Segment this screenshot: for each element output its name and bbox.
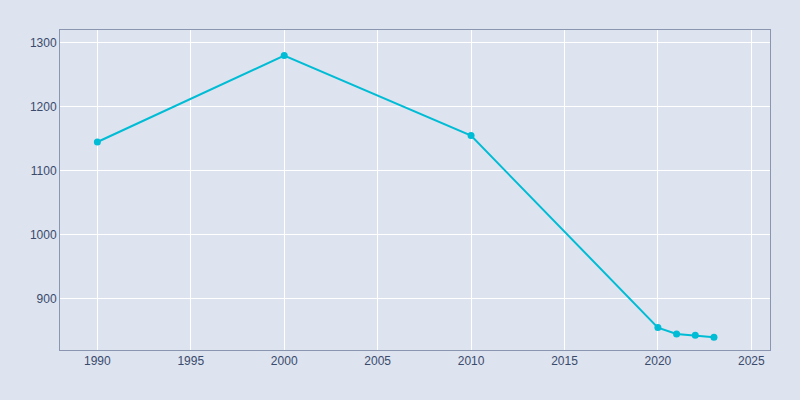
svg-text:1300: 1300: [30, 36, 57, 50]
svg-text:1100: 1100: [31, 164, 57, 178]
svg-text:2005: 2005: [364, 354, 391, 368]
svg-text:1200: 1200: [30, 100, 57, 114]
svg-text:2025: 2025: [738, 354, 765, 368]
svg-text:1995: 1995: [177, 354, 204, 368]
svg-text:900: 900: [37, 292, 57, 306]
svg-text:1990: 1990: [84, 354, 111, 368]
svg-text:2000: 2000: [271, 354, 298, 368]
svg-text:1000: 1000: [30, 228, 57, 242]
svg-text:2015: 2015: [551, 354, 578, 368]
svg-text:2020: 2020: [645, 354, 672, 368]
svg-text:2010: 2010: [458, 354, 485, 368]
